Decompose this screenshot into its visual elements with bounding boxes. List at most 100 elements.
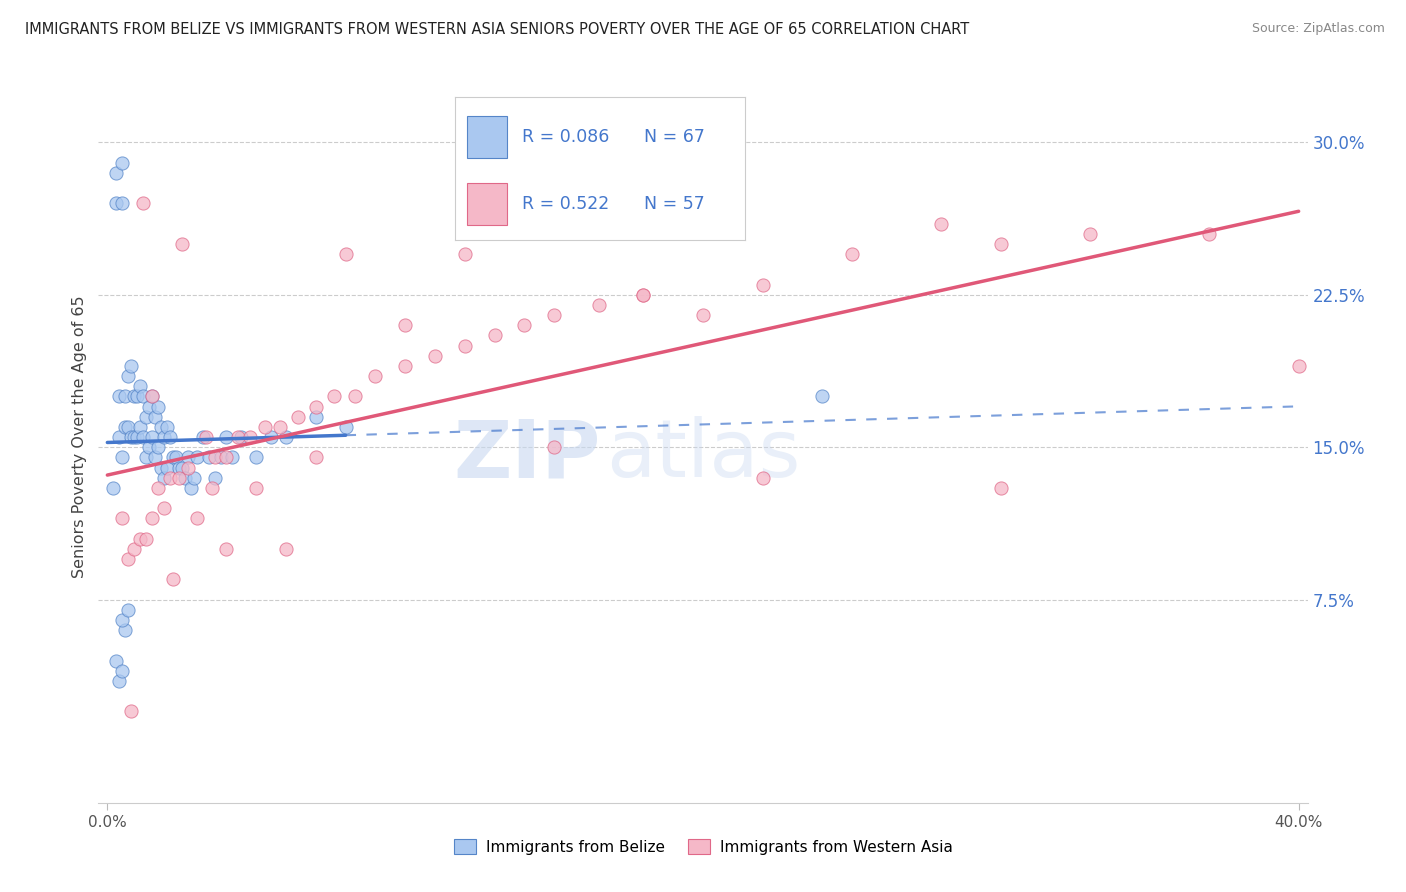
Point bbox=[117, 369, 139, 384]
Point bbox=[751, 471, 773, 485]
Point bbox=[167, 471, 190, 485]
Point bbox=[221, 450, 243, 465]
Point bbox=[135, 450, 157, 465]
Point bbox=[245, 450, 267, 465]
Point bbox=[114, 389, 136, 403]
Point bbox=[204, 471, 226, 485]
Point bbox=[335, 420, 357, 434]
Point bbox=[454, 247, 477, 261]
Legend: Immigrants from Belize, Immigrants from Western Asia: Immigrants from Belize, Immigrants from … bbox=[447, 833, 959, 861]
Point bbox=[204, 450, 226, 465]
Point bbox=[103, 481, 125, 495]
Point bbox=[484, 328, 506, 343]
Point bbox=[633, 288, 655, 302]
Point bbox=[135, 532, 157, 546]
Point bbox=[122, 430, 145, 444]
Point bbox=[111, 156, 134, 170]
Point bbox=[245, 481, 267, 495]
Point bbox=[114, 420, 136, 434]
Point bbox=[543, 440, 565, 454]
Point bbox=[343, 389, 366, 403]
Point bbox=[811, 389, 834, 403]
Point bbox=[156, 420, 179, 434]
Point bbox=[165, 450, 187, 465]
Point bbox=[141, 389, 163, 403]
Point bbox=[228, 430, 250, 444]
Point bbox=[149, 460, 172, 475]
Point bbox=[170, 237, 193, 252]
Point bbox=[114, 623, 136, 637]
Point bbox=[543, 308, 565, 322]
Point bbox=[209, 450, 232, 465]
Point bbox=[177, 450, 200, 465]
Point bbox=[153, 430, 176, 444]
Point bbox=[143, 409, 166, 424]
Point bbox=[143, 450, 166, 465]
Point bbox=[127, 389, 149, 403]
Point bbox=[287, 409, 309, 424]
Point bbox=[162, 450, 184, 465]
Point bbox=[990, 481, 1012, 495]
Point bbox=[274, 541, 297, 556]
Point bbox=[141, 430, 163, 444]
Point bbox=[105, 166, 128, 180]
Point bbox=[105, 196, 128, 211]
Point bbox=[132, 430, 155, 444]
Point bbox=[215, 430, 238, 444]
Text: Source: ZipAtlas.com: Source: ZipAtlas.com bbox=[1251, 22, 1385, 36]
Point bbox=[149, 420, 172, 434]
Point bbox=[183, 471, 205, 485]
Point bbox=[167, 460, 190, 475]
Text: ZIP: ZIP bbox=[453, 417, 600, 494]
Point bbox=[170, 460, 193, 475]
Point bbox=[1078, 227, 1101, 241]
Point bbox=[153, 471, 176, 485]
Point bbox=[108, 430, 131, 444]
Point bbox=[180, 481, 202, 495]
Point bbox=[1198, 227, 1220, 241]
Point bbox=[162, 572, 184, 586]
Point bbox=[692, 308, 714, 322]
Point bbox=[127, 430, 149, 444]
Point bbox=[194, 430, 217, 444]
Point bbox=[454, 339, 477, 353]
Point bbox=[132, 389, 155, 403]
Point bbox=[269, 420, 291, 434]
Point bbox=[129, 420, 152, 434]
Point bbox=[1288, 359, 1310, 373]
Point bbox=[138, 400, 160, 414]
Point bbox=[513, 318, 536, 333]
Point bbox=[186, 450, 208, 465]
Y-axis label: Seniors Poverty Over the Age of 65: Seniors Poverty Over the Age of 65 bbox=[72, 296, 87, 578]
Point bbox=[751, 277, 773, 292]
Point bbox=[159, 471, 181, 485]
Point bbox=[156, 460, 179, 475]
Point bbox=[841, 247, 863, 261]
Point bbox=[423, 349, 446, 363]
Point bbox=[111, 511, 134, 525]
Point bbox=[305, 409, 328, 424]
Point bbox=[146, 400, 169, 414]
Point bbox=[990, 237, 1012, 252]
Point bbox=[153, 501, 176, 516]
Point bbox=[146, 440, 169, 454]
Point bbox=[260, 430, 283, 444]
Point bbox=[186, 511, 208, 525]
Point bbox=[274, 430, 297, 444]
Point bbox=[215, 541, 238, 556]
Point bbox=[322, 389, 344, 403]
Point bbox=[108, 673, 131, 688]
Point bbox=[141, 389, 163, 403]
Point bbox=[254, 420, 277, 434]
Point bbox=[146, 481, 169, 495]
Point bbox=[120, 430, 142, 444]
Point bbox=[132, 196, 155, 211]
Point bbox=[231, 430, 253, 444]
Point bbox=[135, 409, 157, 424]
Point bbox=[394, 359, 416, 373]
Point bbox=[105, 654, 128, 668]
Point bbox=[394, 318, 416, 333]
Point bbox=[117, 603, 139, 617]
Point bbox=[173, 471, 195, 485]
Point bbox=[111, 664, 134, 678]
